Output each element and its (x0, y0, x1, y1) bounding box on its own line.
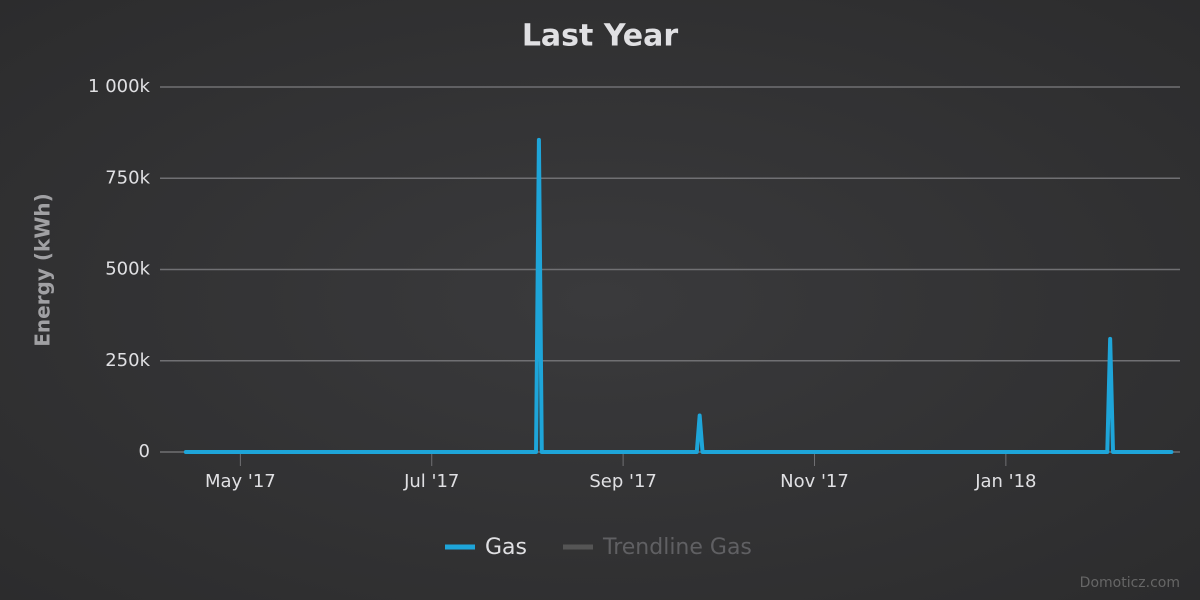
x-tick-label: Nov '17 (780, 471, 849, 492)
credits: Domoticz.com (1080, 575, 1180, 591)
legend-label: Trendline Gas (602, 535, 752, 560)
x-tick-label: Sep '17 (589, 471, 657, 492)
series-line (183, 137, 1174, 454)
y-axis-title: Energy (kWh) (31, 193, 55, 347)
x-tick-label: May '17 (205, 471, 276, 492)
legend-item[interactable]: Gas (445, 535, 527, 560)
chart-title: Last Year (522, 19, 679, 54)
y-tick-label: 0 (139, 441, 150, 462)
x-tick-label: Jul '17 (403, 471, 459, 492)
y-tick-label: 750k (105, 167, 150, 188)
x-tick-label: Jan '18 (974, 471, 1036, 492)
legend-item[interactable]: Trendline Gas (563, 535, 752, 560)
y-tick-label: 500k (105, 259, 150, 280)
y-tick-label: 1 000k (88, 76, 151, 97)
y-tick-label: 250k (105, 350, 150, 371)
legend-label: Gas (485, 535, 527, 560)
